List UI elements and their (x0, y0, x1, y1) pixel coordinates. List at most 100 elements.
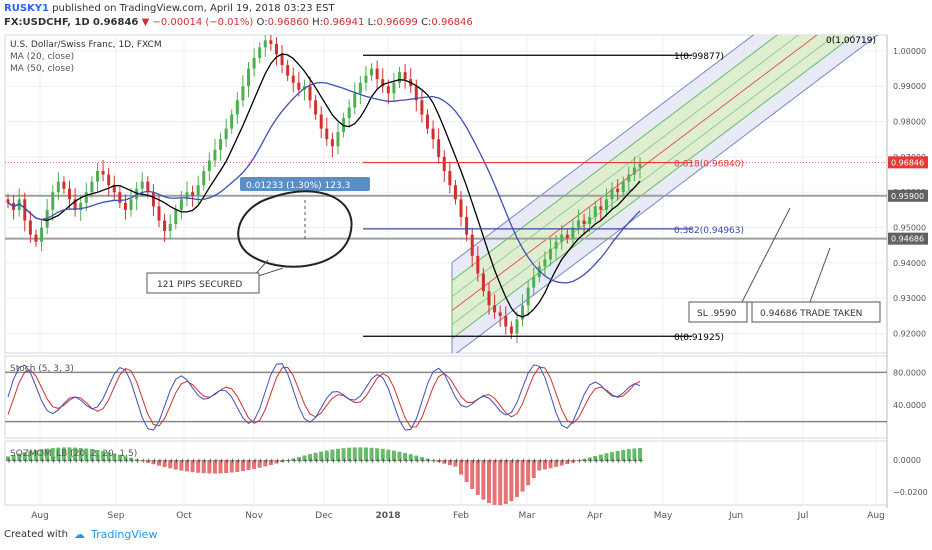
sqz-dot: + (537, 457, 543, 465)
x-tick-label: Nov (245, 511, 263, 521)
sqz-histogram-bar (134, 459, 139, 461)
author-name[interactable]: RUSKY1 (4, 3, 49, 14)
sqz-histogram-bar (17, 453, 22, 461)
sqz-dot: + (638, 457, 644, 465)
sqz-dot: + (213, 457, 219, 465)
sqz-histogram-bar (587, 457, 592, 461)
sqz-dot: + (476, 457, 482, 465)
sqz-histogram-bar (459, 460, 464, 475)
candle-body (330, 139, 334, 147)
ma20-legend: MA (20, close) (10, 52, 74, 62)
candle-body (571, 227, 575, 239)
sqz-histogram-bar (56, 447, 61, 461)
sqz-histogram-bar (296, 456, 301, 461)
sqz-histogram-bar (548, 460, 553, 469)
sqz-histogram-bar (537, 460, 542, 471)
sqz-dot: + (168, 457, 174, 465)
chart-canvas[interactable]: 1(0.99877) 0.618(0.96840) 0.382(0.94963) 0(… (0, 30, 932, 550)
sqz-dot: + (179, 457, 185, 465)
sqz-histogram-bar (554, 460, 559, 467)
price-axis[interactable]: 1.000000.990000.980000.970000.960000.950… (888, 47, 928, 339)
sqz-histogram-bar (324, 450, 329, 461)
time-axis[interactable]: Aug Sep Oct Nov Dec 2018 Feb Mar Apr May Jun Jul Aug (31, 511, 885, 521)
squeeze-momentum-indicator: 0.0000−0.0200+ + + + + + + + + + + + + + + + + + + + + + + + + + +… (6, 447, 928, 506)
candle-body (73, 199, 77, 210)
sqz-histogram-bar (268, 460, 273, 466)
sqz-dot: + (616, 457, 622, 465)
candle-body (219, 139, 223, 150)
candle-body (504, 315, 508, 327)
sqz-dot: + (297, 457, 303, 465)
candle-body (84, 192, 88, 203)
candle-body (448, 171, 452, 186)
sqz-histogram-bar (246, 460, 251, 471)
sqz-histogram-bar (274, 460, 279, 464)
x-tick-label: Apr (587, 511, 603, 521)
pitchfork-median-line (451, 35, 818, 311)
sqz-dot: + (582, 457, 588, 465)
sqz-histogram-bar (447, 460, 452, 466)
sqz-histogram-bar (285, 459, 290, 461)
x-tick-label: Feb (453, 511, 469, 521)
sqz-dot: + (101, 457, 107, 465)
y-tick-label: 0.95000 (893, 224, 926, 233)
sqz-histogram-bar (386, 449, 391, 461)
sqz-dot: + (263, 457, 269, 465)
sqz-dot: + (336, 457, 342, 465)
x-tick-label: Aug (867, 511, 885, 521)
sqz-histogram-bar (604, 453, 609, 461)
sqz-dot: + (627, 457, 633, 465)
sqz-dot: + (123, 457, 129, 465)
candle-body (493, 305, 497, 313)
publish-line: RUSKY1 published on TradingView.com, Apr… (4, 3, 335, 14)
ma50-legend: MA (50, close) (10, 64, 74, 74)
sqz-histogram-bar (582, 459, 587, 461)
candle-body (319, 114, 323, 129)
sqz-histogram-bar (196, 460, 201, 473)
sqz-histogram-bar (151, 460, 156, 465)
sqz-dot: + (95, 457, 101, 465)
trade-callout-box (751, 301, 881, 323)
candle-body (314, 100, 318, 115)
candle-body (353, 93, 357, 108)
sqz-dot: + (274, 457, 280, 465)
stoch-pane[interactable] (4, 355, 888, 439)
candle-body (168, 224, 172, 232)
sqz-dot: + (56, 457, 62, 465)
candle-body (163, 220, 167, 232)
candle-body (638, 163, 642, 168)
sqz-histogram-bar (319, 451, 324, 461)
x-tick-label: Aug (31, 511, 49, 521)
candle-body (269, 40, 273, 44)
sqz-histogram-bar (509, 460, 514, 502)
sqz-histogram-bar (526, 460, 531, 486)
sqz-histogram-bar (380, 448, 385, 461)
sqz-dot: + (571, 457, 577, 465)
sqz-histogram-bar (531, 460, 536, 479)
sqz-dot: + (532, 457, 538, 465)
y-tick-label: 0.92000 (893, 330, 926, 339)
candle-body (565, 234, 569, 239)
price-label-text: 0.95900 (891, 192, 924, 201)
sqz-histogram-bar (207, 460, 212, 474)
tradingview-brand[interactable]: TradingView (90, 528, 158, 541)
sl-callout-text: SL .9590 (697, 309, 737, 319)
candle-body (431, 128, 435, 140)
publish-info: published on TradingView.com, April 19, … (52, 3, 335, 14)
sl-callout-box (688, 301, 748, 323)
candle-body (101, 171, 105, 175)
sqz-pane[interactable] (4, 440, 888, 506)
open-value: 0.96860 (267, 17, 309, 28)
sqz-histogram-bar (263, 460, 268, 467)
candle-body (375, 68, 379, 80)
ma20-line (7, 53, 641, 318)
candle-body (582, 220, 586, 225)
candle-body (140, 181, 144, 189)
sqz-histogram-bar (565, 460, 570, 465)
candle-body (263, 40, 267, 48)
candle-body (398, 72, 402, 83)
stoch-k-line (7, 363, 641, 431)
sqz-dot: + (112, 457, 118, 465)
sqz-histogram-bar (112, 453, 117, 461)
sqz-histogram-bar (252, 460, 257, 469)
